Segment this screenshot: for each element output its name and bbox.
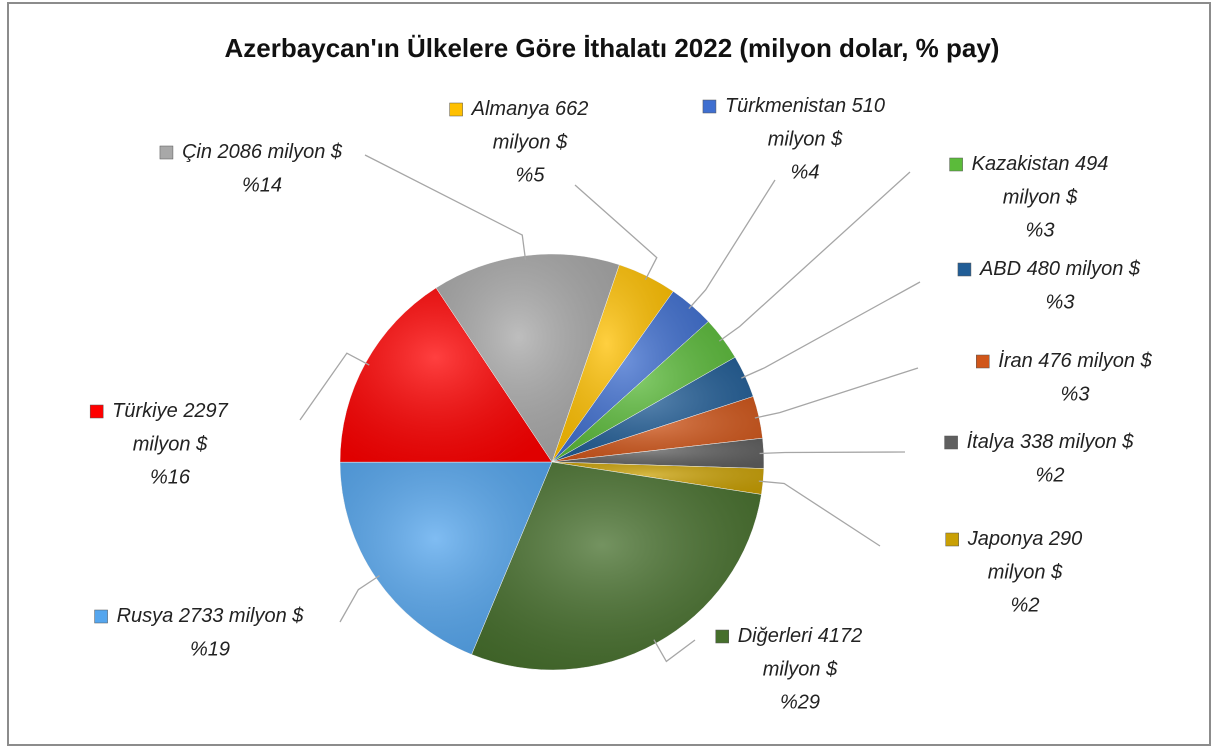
slice-shade: [552, 321, 736, 462]
unit-label: milyon $: [493, 131, 568, 153]
unit-label: milyon $: [229, 605, 304, 627]
slice-shade: [471, 462, 762, 670]
category-name: ABD: [979, 258, 1021, 280]
legend-marker: [449, 102, 463, 117]
unit-label: milyon $: [133, 433, 208, 455]
category-name: İtalya: [967, 431, 1015, 453]
category-name: Türkiye: [112, 400, 178, 422]
leader-line: [759, 451, 906, 455]
category-name: Türkmenistan: [725, 95, 846, 117]
unit-label: milyon $: [1077, 350, 1152, 372]
leader-line: [688, 179, 776, 310]
legend-marker: [715, 629, 729, 644]
slice-shade: [552, 396, 763, 462]
value-label: 2086: [217, 141, 263, 163]
legend-marker: [944, 435, 958, 450]
leader-line: [718, 171, 911, 342]
unit-label: milyon $: [763, 658, 838, 680]
leader-line: [653, 639, 696, 663]
category-name: Çin: [182, 141, 212, 163]
percentage-label: %3: [1061, 383, 1090, 405]
data-label: ABD 480 milyon $: [979, 258, 1141, 280]
slice-shade: [436, 253, 620, 462]
value-label: 2733: [178, 605, 224, 627]
slice-shade: [552, 291, 709, 462]
legend-marker: [702, 99, 717, 114]
value-label: 338: [1020, 431, 1053, 453]
slice-shade: [552, 357, 754, 462]
data-label: Rusya 2733 milyon $: [117, 605, 305, 627]
percentage-label: %2: [1036, 464, 1065, 486]
category-name: İran: [998, 350, 1032, 372]
value-label: 4172: [818, 625, 863, 647]
value-label: 476: [1038, 350, 1072, 372]
data-label: İran 476 milyon $: [998, 350, 1152, 372]
percentage-label: %29: [780, 691, 820, 713]
data-label: Almanya 662: [471, 98, 589, 120]
percentage-label: %3: [1046, 291, 1075, 313]
leader-line: [364, 154, 527, 260]
unit-label: milyon $: [1066, 258, 1141, 280]
legend-marker: [945, 532, 959, 547]
value-label: 494: [1075, 153, 1108, 175]
category-name: Japonya: [967, 528, 1044, 550]
data-label: Çin 2086 milyon $: [182, 141, 343, 163]
percentage-label: %16: [150, 466, 191, 488]
data-label: Türkmenistan 510: [725, 95, 885, 117]
slice-shade: [340, 462, 552, 655]
leader-line: [574, 184, 658, 281]
unit-label: milyon $: [1003, 186, 1078, 208]
percentage-label: %14: [242, 174, 282, 196]
unit-label: milyon $: [988, 561, 1063, 583]
percentage-label: %2: [1011, 594, 1040, 616]
percentage-label: %19: [190, 638, 230, 660]
legend-marker: [949, 157, 963, 172]
unit-label: milyon $: [1059, 431, 1134, 453]
data-label: Türkiye 2297: [112, 400, 229, 422]
value-label: 2297: [182, 400, 228, 422]
slice-shade: [552, 264, 674, 462]
leader-line: [339, 575, 380, 623]
category-name: Rusya: [117, 605, 174, 627]
legend-marker: [94, 609, 108, 624]
data-label: Kazakistan 494: [972, 153, 1109, 175]
data-label: Japonya 290: [967, 528, 1083, 550]
percentage-label: %4: [791, 161, 820, 183]
percentage-label: %5: [516, 164, 546, 186]
leader-line: [754, 367, 919, 419]
legend-marker: [976, 354, 990, 369]
value-label: 662: [555, 98, 588, 120]
chart-title: Azerbaycan'ın Ülkelere Göre İthalatı 202…: [225, 33, 1000, 63]
percentage-label: %3: [1026, 219, 1055, 241]
category-name: Almanya: [471, 98, 550, 120]
data-label: Diğerleri 4172: [738, 625, 863, 647]
slice-shade: [340, 287, 552, 463]
slice-shade: [552, 438, 764, 469]
category-name: Kazakistan: [972, 153, 1070, 175]
category-name: Diğerleri: [738, 625, 813, 647]
data-label: İtalya 338 milyon $: [967, 431, 1135, 453]
leader-line: [758, 480, 881, 547]
leader-line: [299, 352, 370, 421]
unit-label: milyon $: [268, 141, 343, 163]
legend-marker: [89, 404, 104, 419]
value-label: 510: [852, 95, 885, 117]
legend-marker: [957, 262, 972, 277]
leader-line: [741, 281, 921, 379]
value-label: 480: [1027, 258, 1060, 280]
legend-marker: [159, 145, 174, 160]
unit-label: milyon $: [768, 128, 843, 150]
value-label: 290: [1048, 528, 1082, 550]
